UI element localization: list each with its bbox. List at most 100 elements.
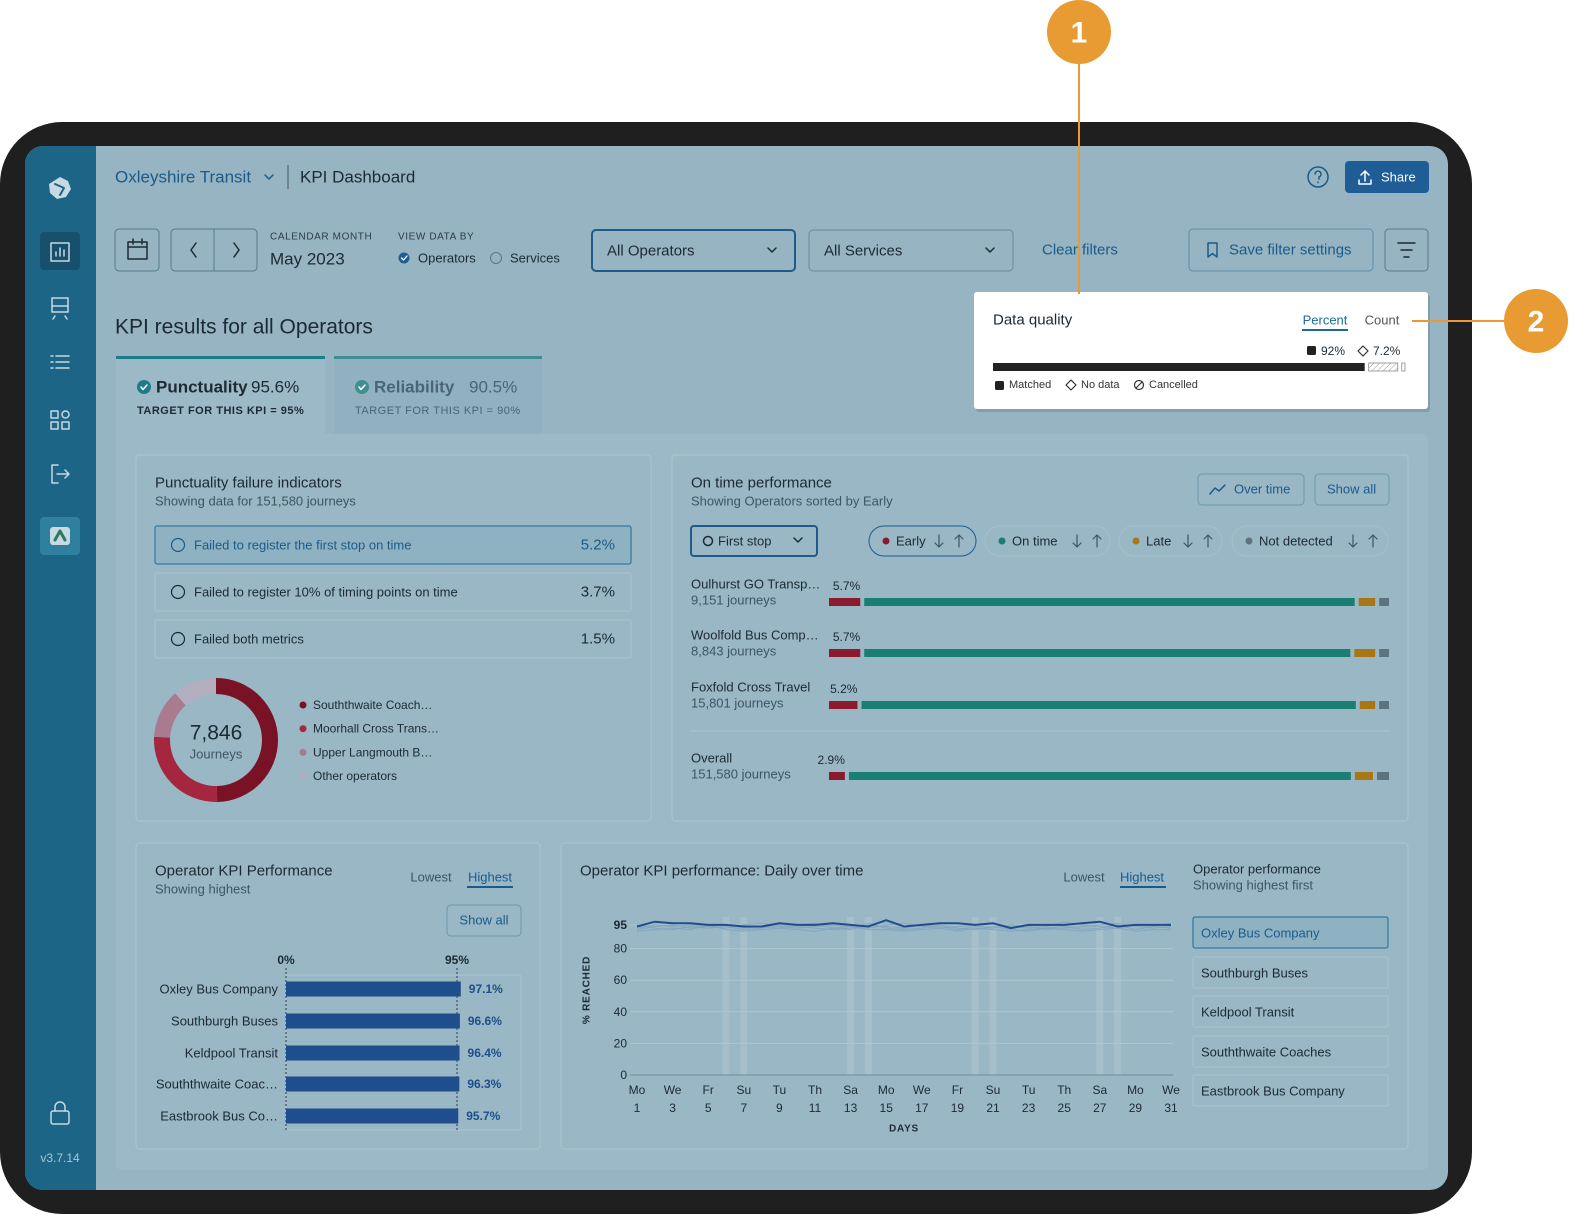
operator-item[interactable] [1192,1074,1389,1107]
x-tick-weekday: Sa [1092,1083,1107,1097]
kpi-tab[interactable] [116,356,325,436]
operator-select[interactable] [591,229,796,272]
early-percent: 5.7% [833,579,861,593]
operator-item-label: Oxley Bus Company [1201,926,1320,941]
x-tick-label: 15 [880,1101,894,1115]
y-tick-label: 80 [614,942,628,956]
radio-label[interactable]: Services [510,251,560,266]
select-value: All Services [824,243,902,260]
service-select[interactable] [808,229,1014,272]
indicator-item[interactable] [154,619,632,659]
sort-asc [1092,534,1102,548]
legend-label: No data [1081,379,1120,391]
legend-dot [299,772,307,780]
tab[interactable]: Highest [1120,870,1164,885]
legend-dot [299,725,307,733]
list-title: Operator performance [1193,862,1321,877]
sidebar [25,146,96,1190]
legend-label: Other operators [313,769,397,783]
indicator-item[interactable] [154,572,632,612]
status-bar [864,598,1355,606]
operator-item[interactable] [1192,956,1389,989]
kpi-value: 95.6% [251,378,299,397]
operator-name: Oulhurst GO Transp… [691,577,820,592]
card-title: On time performance [691,475,832,492]
select-value: First stop [718,534,771,549]
indicator-item[interactable] [154,525,632,565]
tab[interactable]: Lowest [410,870,452,885]
status-label: On time [1012,534,1058,549]
prev-icon [190,242,197,258]
filter-button[interactable] [1384,228,1429,272]
y-tick-label: 20 [614,1036,628,1050]
weekend-band [864,917,872,1075]
quality-bar [1401,362,1406,372]
operator-item[interactable] [1192,1035,1389,1068]
operator-item[interactable] [1192,995,1389,1028]
organisation-select[interactable]: Oxleyshire Transit [115,168,251,187]
calendar-button[interactable] [114,228,160,272]
operator-item-label: Keldpool Transit [1201,1005,1295,1020]
x-tick-weekday: Th [1057,1083,1071,1097]
logo [49,177,71,199]
x-tick-label: 17 [915,1101,929,1115]
over-time-button[interactable] [1197,473,1305,506]
chevron-icon [767,247,777,253]
indicator-label: Failed to register the first stop on tim… [194,538,411,553]
sort-desc [1348,534,1358,548]
early-percent: 5.2% [830,682,858,696]
nav-icon [51,297,69,320]
show-all-button[interactable] [446,904,522,937]
data-label: 96.4% [468,1046,502,1060]
stop-select[interactable] [690,525,818,557]
version: v3.7.14 [40,1151,80,1165]
status-dot [1245,537,1253,545]
tab[interactable]: Highest [468,870,512,885]
kpi-target: TARGET FOR THIS KPI = 95% [137,405,304,417]
x-tick-weekday: Mo [629,1083,646,1097]
indicator-icon [170,584,186,600]
status-bar [1354,772,1373,780]
x-tick-label: 11 [809,1101,822,1115]
list-subtitle: Showing highest first [1193,878,1313,893]
help-icon [1314,170,1322,184]
bookmark-icon [1207,242,1218,258]
tab[interactable]: Lowest [1063,870,1105,885]
show-all-button[interactable] [1314,473,1390,506]
journey-count: 15,801 journeys [691,696,784,711]
status-chip[interactable] [1118,525,1223,557]
card-title: Operator KPI performance: Daily over tim… [580,863,863,880]
x-tick-label: 19 [951,1101,965,1115]
cancelled-icon [1133,379,1145,391]
status-bar [1376,772,1389,780]
status-chip[interactable] [868,525,977,557]
status-bar [848,772,1351,780]
x-tick-weekday: Tu [773,1083,787,1097]
kpi-tab[interactable] [334,356,542,434]
quality-bar [993,363,1365,371]
card [671,454,1409,822]
tab-underline [467,886,513,888]
nav-icon [50,355,70,369]
data-label: 97.1% [469,982,503,996]
status-bar [829,649,861,657]
tab[interactable]: Percent [1303,313,1348,328]
tab[interactable]: Count [1365,313,1400,328]
radio [490,252,502,264]
status-chip[interactable] [1231,525,1389,557]
month-value: May 2023 [270,250,345,269]
nav-icon [50,242,70,262]
status-chip[interactable] [984,525,1111,557]
save-button[interactable] [1188,228,1374,272]
y-tick-label: 0 [620,1068,627,1082]
weekend-band [971,917,979,1075]
callout-number: 1 [1071,17,1088,50]
share-button[interactable] [1345,161,1429,193]
data-label: 96.3% [467,1077,501,1091]
legend-dot [299,748,307,756]
donut-segment [154,693,186,738]
operator-item[interactable] [1192,916,1389,949]
radio-label[interactable]: Operators [418,251,476,266]
section-heading: KPI results for all Operators [115,316,373,339]
